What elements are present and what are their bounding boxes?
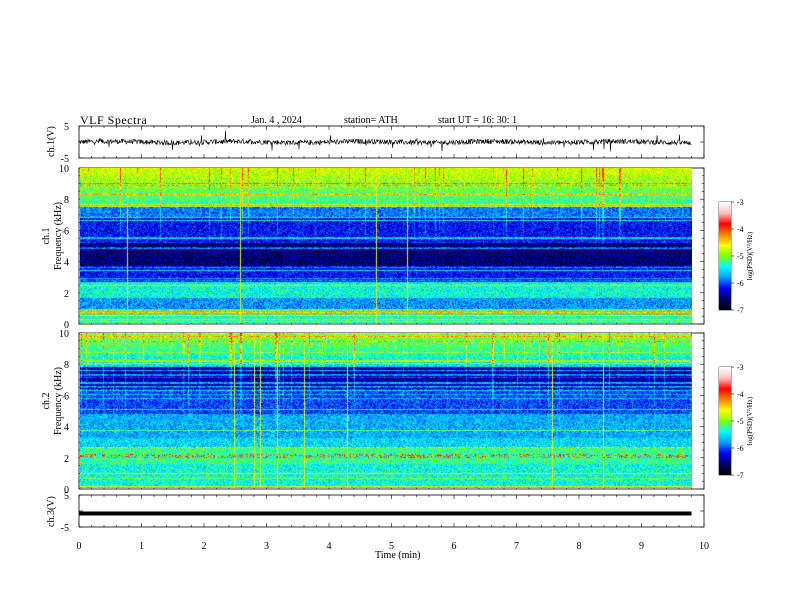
y-tick-label: 4 [64,258,69,269]
colorbar-tick-label: -3 [737,363,744,372]
date-label: Jan. 4 , 2024 [251,115,302,126]
ch1-colorbar [719,202,731,310]
y-tick-label: 6 [64,391,69,402]
x-tick-label: 0 [77,541,82,552]
colorbar-tick-label: -5 [737,252,744,261]
y-tick-label: 8 [64,360,69,371]
colorbar-tick-label: -4 [737,390,744,399]
y-tick-label: 0 [64,485,69,496]
colorbar-tick-label: -5 [737,417,744,426]
y-tick-label: 4 [64,423,69,434]
ch3-waveform-ylabel: ch.3(V) [46,496,57,527]
x-tick-label: 1 [139,541,144,552]
ch2-frequency-label: Frequency (kHz) [53,366,64,436]
x-tick-label: 9 [639,541,644,552]
x-tick-label: 5 [389,541,394,552]
start-time-label: start UT = 16: 30: 1 [438,115,518,126]
ch1-spectrogram-image [80,168,692,323]
x-tick-label: 6 [452,541,457,552]
x-tick-label: 8 [577,541,582,552]
ch1-spectrogram-ylabel: ch.1 Frequency (kHz) [41,171,65,301]
ch2-colorbar [719,367,731,475]
y-tick-label: -5 [61,154,69,165]
x-tick-label: 7 [514,541,519,552]
x-tick-label: 10 [699,541,709,552]
colorbar-tick-label: -6 [737,444,744,453]
x-axis-label: Time (min) [375,550,421,561]
colorbar-tick-label: -7 [737,471,744,480]
y-tick-label: 6 [64,226,69,237]
ch2-spectrogram-image [80,333,692,488]
y-tick-label: 10 [59,164,69,175]
ch1-frequency-label: Frequency (kHz) [53,201,64,271]
y-tick-label: 5 [64,122,69,133]
y-tick-label: 5 [64,491,69,502]
y-tick-label: 2 [64,454,69,465]
y-tick-label: 10 [59,329,69,340]
ch2-spectrogram-ylabel: ch.2 Frequency (kHz) [41,336,65,466]
colorbar-tick-label: -4 [737,225,744,234]
x-tick-label: 4 [327,541,332,552]
x-tick-label: 3 [264,541,269,552]
ch3-waveform-frame [78,494,705,528]
y-tick-label: 2 [64,289,69,300]
colorbar-tick-label: -3 [737,198,744,207]
colorbar-label: log(PSD)(V²/Hz) [746,396,754,445]
y-tick-label: -5 [61,523,69,534]
colorbar-label: log(PSD)(V²/Hz) [746,231,754,280]
colorbar-tick-label: -7 [737,306,744,315]
figure-title: VLF Spectra [80,113,148,127]
station-label: station= ATH [344,115,398,126]
y-tick-label: 8 [64,195,69,206]
ch1-waveform-trace [78,130,692,152]
ch1-channel-label: ch.1 [41,227,52,245]
ch2-channel-label: ch.2 [41,392,52,410]
ch1-waveform-ylabel: ch.1(V) [46,126,57,157]
x-tick-label: 2 [202,541,207,552]
colorbar-tick-label: -6 [737,279,744,288]
y-tick-label: 0 [64,320,69,331]
